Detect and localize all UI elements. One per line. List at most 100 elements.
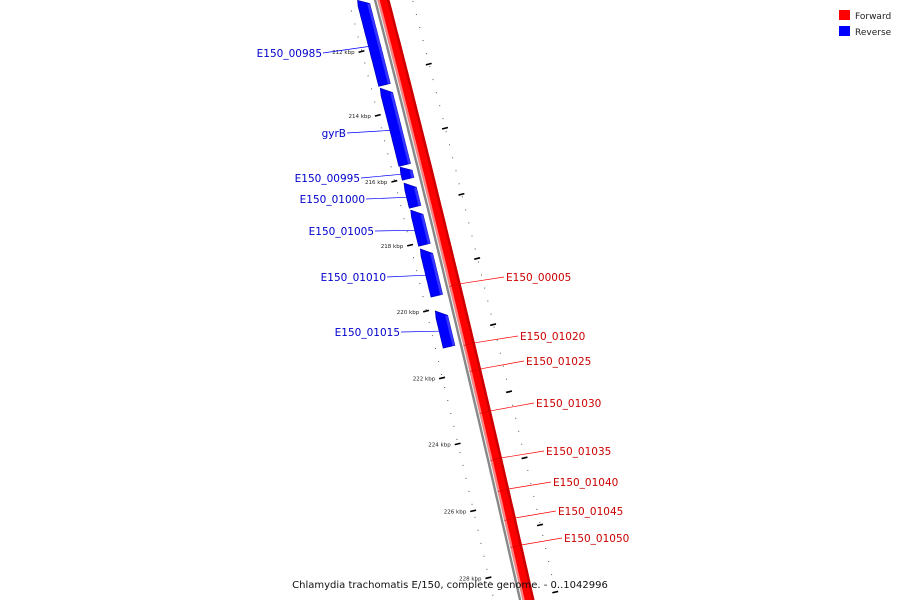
- reverse-gene-label: E150_01010: [321, 272, 386, 284]
- minor-tick: [350, 10, 352, 12]
- tick-label: 220 kbp: [397, 310, 420, 316]
- major-tick-inner: [454, 442, 461, 446]
- reverse-track: [357, 0, 456, 349]
- forward-gene-band-highlight: [377, 0, 525, 600]
- outer-minor-tick: [474, 248, 476, 250]
- major-tick-outer: [521, 456, 528, 460]
- minor-tick: [354, 23, 356, 25]
- forward-gene-boundary: [497, 488, 510, 492]
- outer-minor-tick: [432, 79, 434, 81]
- forward-gene-leader: [490, 402, 535, 412]
- minor-tick: [403, 218, 405, 220]
- map-title: Chlamydia trachomatis E/150, complete ge…: [292, 580, 608, 591]
- forward-gene-label: E150_01035: [546, 446, 611, 458]
- major-tick-outer: [474, 257, 481, 260]
- forward-gene-leader: [474, 335, 519, 344]
- tick-label: 224 kbp: [428, 443, 451, 449]
- tick-label: 216 kbp: [365, 180, 388, 186]
- reverse-gene-leader: [374, 229, 415, 232]
- minor-tick: [400, 205, 402, 207]
- forward-gene-label: E150_01050: [564, 533, 629, 545]
- forward-gene-band-edge: [386, 0, 535, 600]
- reverse-gene-leader: [365, 196, 407, 200]
- major-tick-outer: [490, 323, 497, 327]
- major-tick-inner: [485, 576, 492, 580]
- minor-tick: [462, 464, 464, 466]
- outer-minor-tick: [554, 587, 556, 589]
- major-tick-inner: [391, 179, 398, 183]
- minor-tick: [384, 140, 386, 142]
- outer-minor-tick: [458, 183, 460, 185]
- tick-label: 214 kbp: [348, 114, 371, 120]
- major-tick-outer: [458, 192, 465, 196]
- outer-minor-tick: [477, 261, 479, 263]
- backbone-layer: [373, 0, 523, 600]
- reverse-gene-label: gyrB: [322, 128, 346, 140]
- minor-tick: [425, 309, 427, 311]
- outer-minor-tick: [415, 14, 417, 15]
- forward-gene-leader: [501, 450, 545, 459]
- minor-tick: [459, 451, 461, 453]
- outer-minor-tick: [429, 66, 431, 68]
- minor-tick: [397, 192, 399, 194]
- major-tick-outer: [425, 62, 432, 66]
- minor-tick: [416, 270, 418, 272]
- minor-tick: [483, 555, 485, 557]
- outer-minor-tick: [496, 339, 498, 341]
- outer-minor-tick: [518, 430, 520, 432]
- reverse-gene-leader: [386, 274, 426, 278]
- reverse-gene-arrow: [379, 87, 411, 167]
- minor-tick: [456, 438, 458, 440]
- forward-gene-label: E150_01025: [526, 356, 591, 368]
- reverse-gene-highlight: [414, 187, 421, 206]
- tick-label: 226 kbp: [444, 510, 467, 516]
- minor-tick: [474, 516, 476, 518]
- outer-minor-tick: [527, 469, 529, 471]
- outer-minor-tick: [530, 482, 532, 484]
- gene-labels: E150_00985 gyrB E150_00995 E150_01000 E150_0…: [257, 46, 629, 546]
- outer-minor-tick: [481, 274, 482, 276]
- minor-tick: [447, 400, 449, 401]
- minor-tick: [406, 231, 408, 233]
- forward-gene-label: E150_01020: [520, 331, 585, 343]
- forward-gene-leader: [515, 510, 557, 519]
- forward-gene-boundary: [504, 517, 516, 521]
- reverse-gene-label: E150_00995: [295, 173, 360, 185]
- outer-minor-tick: [465, 209, 467, 211]
- minor-tick: [441, 374, 443, 375]
- major-tick-inner: [374, 113, 381, 117]
- outer-minor-tick: [548, 561, 550, 562]
- major-tick-outer: [505, 390, 513, 394]
- minor-tick: [431, 335, 433, 337]
- outer-minor-tick: [439, 105, 441, 107]
- outer-minor-tick: [455, 170, 457, 172]
- minor-tick: [465, 477, 467, 479]
- outer-minor-tick: [468, 222, 470, 224]
- tick-label: 222 kbp: [413, 377, 436, 383]
- outer-minor-tick: [425, 53, 427, 55]
- reverse-gene-label: E150_01005: [309, 226, 374, 238]
- minor-tick: [450, 413, 452, 414]
- forward-gene-leader: [509, 481, 552, 490]
- minor-tick: [393, 179, 395, 181]
- outer-minor-tick: [419, 27, 421, 28]
- forward-gene-label: E150_00005: [506, 272, 571, 284]
- minor-tick: [361, 49, 362, 51]
- tick-label: 228 kbp: [459, 576, 482, 582]
- major-tick-inner: [358, 49, 365, 53]
- outer-minor-tick: [461, 196, 463, 198]
- minor-tick: [380, 127, 382, 129]
- tick-label: 218 kbp: [381, 244, 404, 250]
- outer-minor-tick: [502, 365, 504, 367]
- outer-minor-tick: [545, 548, 547, 549]
- reverse-gene-leader: [360, 173, 401, 179]
- major-tick-outer: [552, 590, 559, 594]
- reverse-gene-highlight: [367, 3, 391, 85]
- minor-tick: [438, 361, 440, 362]
- outer-minor-tick: [487, 300, 489, 302]
- forward-gene-label: E150_01045: [558, 506, 623, 518]
- reverse-gene-leader: [400, 330, 440, 333]
- reverse-gene-leader: [322, 46, 369, 54]
- reverse-gene-highlight: [390, 92, 411, 165]
